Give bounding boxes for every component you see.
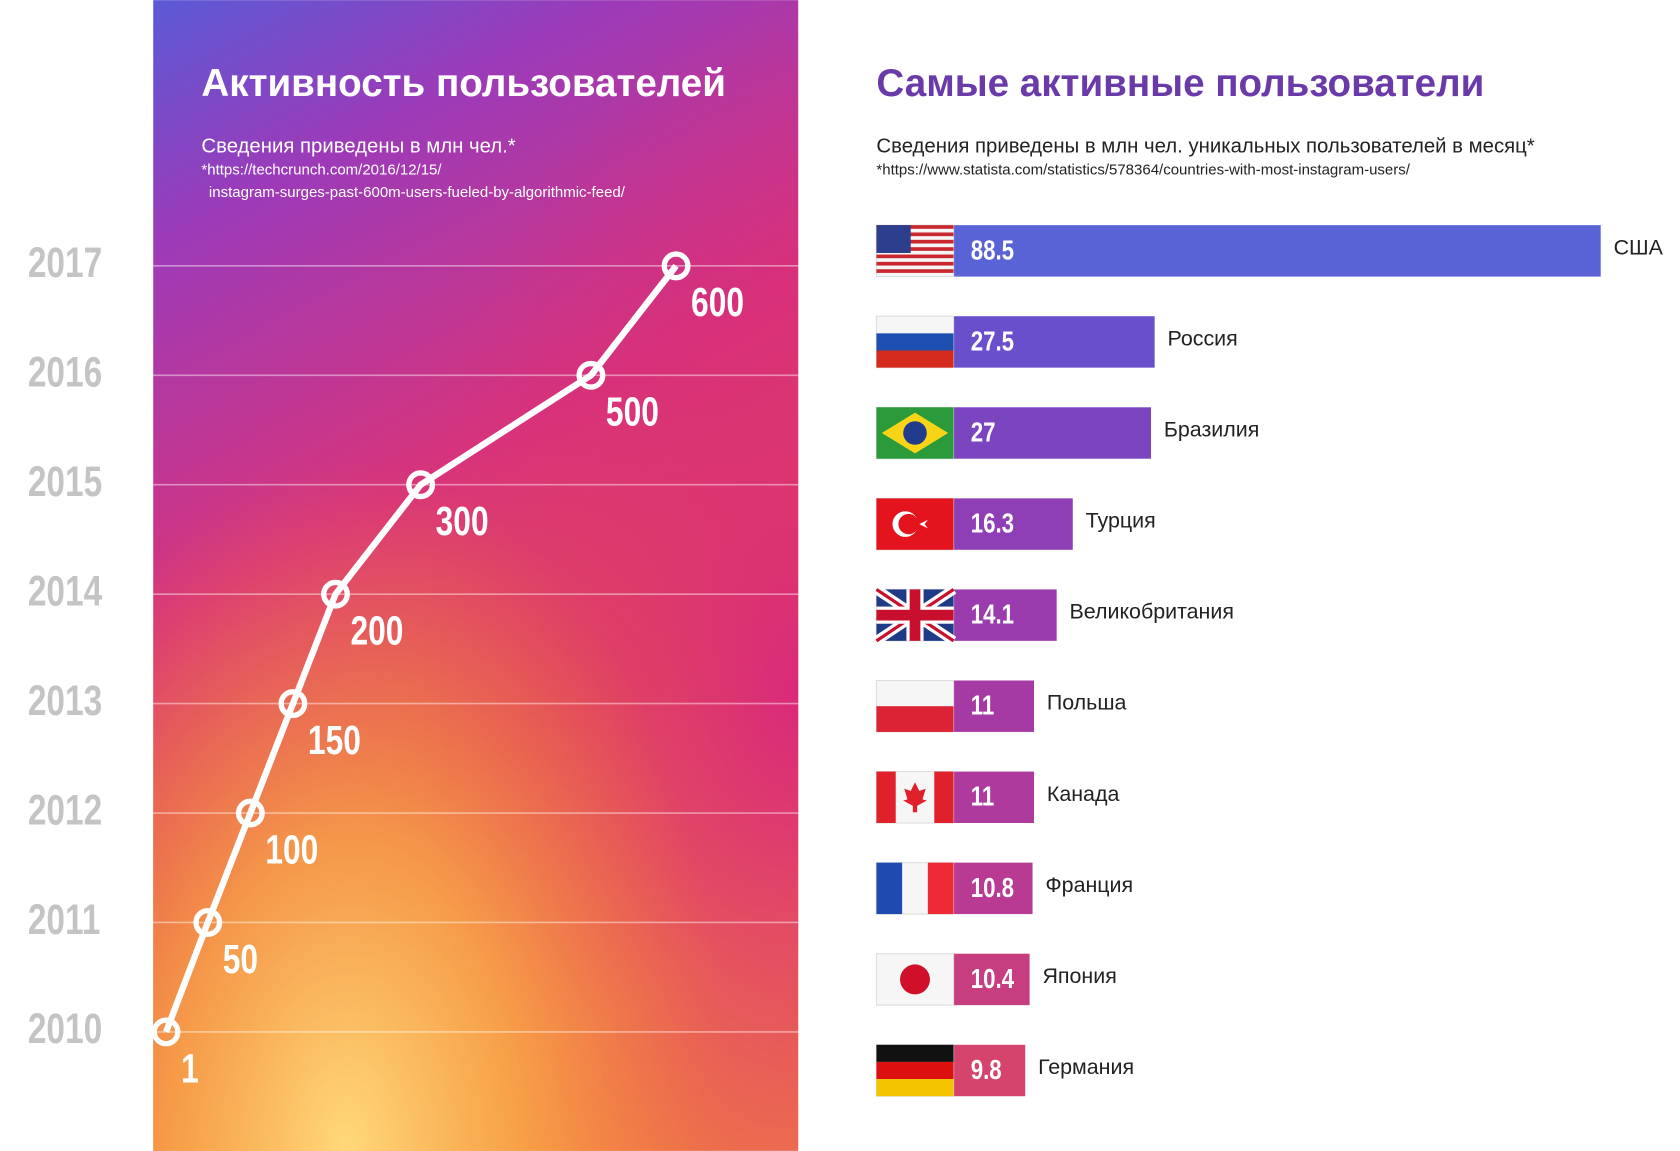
flag-part: [898, 513, 919, 535]
flag-part: [876, 862, 903, 915]
flag-part: [876, 225, 911, 253]
flag-part: [903, 421, 927, 445]
bar: [953, 680, 1035, 732]
data-label: 88.5: [971, 235, 1014, 266]
flag: [875, 224, 955, 278]
data-point: [661, 251, 691, 281]
bar: [953, 771, 1035, 823]
data-label: 27: [971, 417, 996, 448]
subtitle: Сведения приведены в млн чел.*: [201, 135, 515, 157]
data-line: [163, 263, 679, 1034]
data-point: [151, 1017, 181, 1047]
flag-part: [900, 964, 930, 995]
y-tick-label: 2017: [28, 239, 102, 287]
y-tick-label: 2015: [28, 458, 102, 506]
data-label: 9.8: [971, 1055, 1002, 1086]
flag-part: [876, 1061, 954, 1080]
flag: [875, 497, 955, 551]
y-tick-label: 2010: [28, 1005, 102, 1053]
bar: [953, 1044, 1026, 1097]
flag: [875, 679, 955, 733]
data-label: 100: [265, 827, 318, 873]
data-label: 10.4: [971, 964, 1014, 995]
data-point: [576, 360, 606, 390]
category-label: Великобритания: [1070, 600, 1234, 624]
flag: [875, 406, 955, 460]
flag: [875, 862, 955, 915]
y-tick-label: 2016: [28, 349, 102, 397]
y-tick-label: 2013: [28, 677, 102, 725]
data-label: 16.3: [971, 508, 1014, 539]
data-label: 14.1: [971, 599, 1014, 630]
subtitle: Сведения приведены в млн чел. уникальных…: [876, 135, 1534, 157]
category-label: Бразилия: [1164, 418, 1259, 442]
flag-part: [876, 269, 954, 273]
data-point: [321, 579, 350, 609]
flag-part: [876, 232, 954, 237]
category-label: Польша: [1047, 691, 1127, 715]
flag-part: [876, 350, 954, 368]
data-point: [406, 470, 436, 500]
bar: [953, 862, 1033, 915]
category-label: Турция: [1086, 509, 1156, 533]
flag-part: [876, 247, 954, 251]
bar: [953, 407, 1152, 459]
flag-part: [876, 239, 954, 244]
data-label: 300: [436, 498, 489, 544]
flag-part: [876, 771, 896, 823]
panel-glow: [153, 0, 799, 1151]
category-label: США: [1614, 235, 1664, 259]
y-tick-label: 2014: [28, 568, 103, 616]
source: *https://www.statista.com/statistics/578…: [876, 161, 1410, 178]
data-label: 1: [181, 1046, 199, 1092]
flag-part: [876, 706, 954, 732]
flag: [875, 1044, 955, 1097]
flag-part: [876, 254, 954, 259]
flag-part: [876, 1044, 954, 1062]
data-label: 11: [971, 781, 995, 812]
data-label: 27.5: [971, 326, 1014, 357]
bar: [953, 225, 1601, 277]
flag-part: [903, 782, 927, 813]
flag: [875, 953, 955, 1006]
source: instagram-surges-past-600m-users-fueled-…: [209, 184, 626, 201]
flag-part: [876, 1079, 954, 1097]
chart-title: Активность пользователей: [201, 62, 726, 105]
flag: [875, 771, 955, 824]
flag-part: [876, 333, 954, 351]
bar: [953, 316, 1155, 368]
flag-part: [876, 225, 954, 229]
data-point: [193, 908, 223, 937]
flag-part: [876, 261, 954, 266]
category-label: Россия: [1168, 326, 1238, 350]
flag: [875, 315, 955, 369]
data-label: 600: [691, 279, 744, 325]
flag-part: [934, 771, 954, 823]
data-point: [235, 798, 265, 828]
flag-part: [876, 609, 954, 621]
category-label: Франция: [1045, 873, 1133, 897]
data-label: 11: [971, 690, 995, 721]
category-label: Германия: [1038, 1055, 1134, 1079]
flag-part: [919, 519, 928, 529]
bar: [953, 498, 1073, 550]
data-label: 50: [223, 936, 258, 982]
flag: [873, 585, 957, 645]
data-label: 10.8: [971, 872, 1014, 903]
y-tick-label: 2012: [28, 786, 102, 834]
category-label: Япония: [1042, 964, 1116, 988]
bar: [953, 953, 1030, 1006]
data-label: 500: [606, 389, 659, 435]
chart-title: Самые активные пользователи: [876, 62, 1484, 105]
source: *https://techcrunch.com/2016/12/15/: [201, 161, 442, 178]
data-label: 150: [308, 717, 361, 763]
bar: [953, 589, 1057, 641]
category-label: Канада: [1047, 782, 1120, 806]
data-point: [278, 689, 308, 719]
data-label: 200: [351, 608, 404, 654]
flag-part: [927, 862, 954, 915]
y-tick-label: 2011: [28, 896, 101, 944]
